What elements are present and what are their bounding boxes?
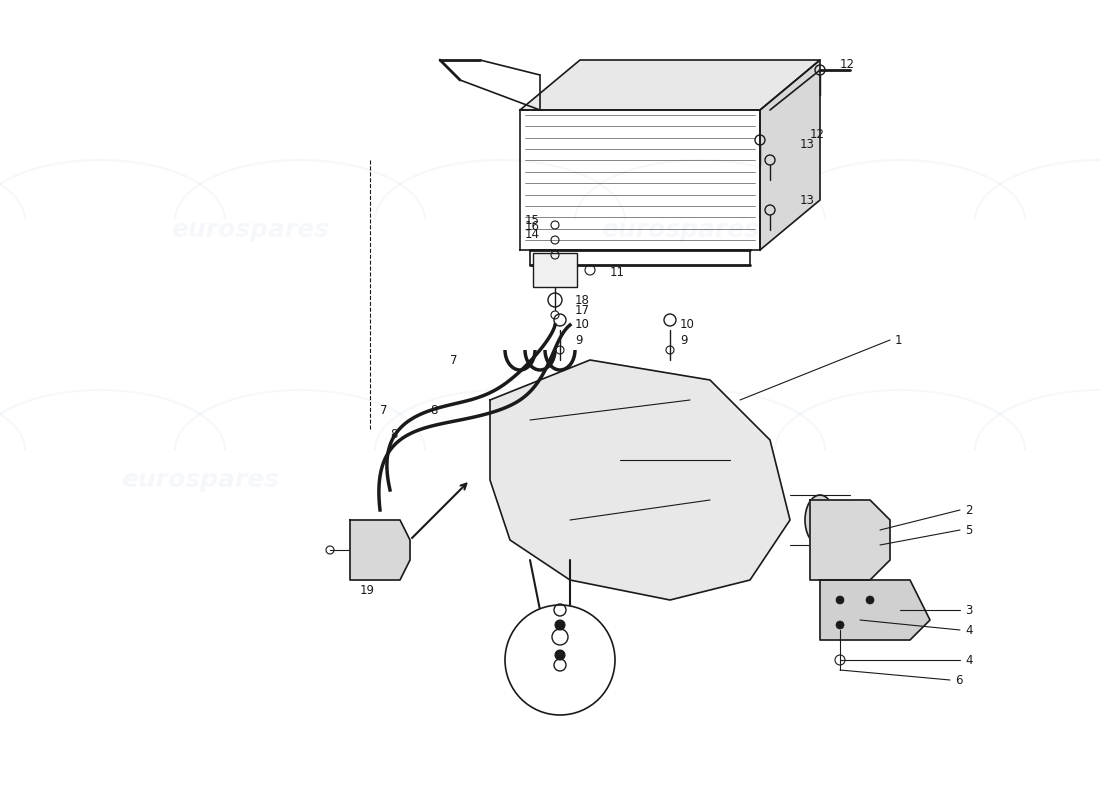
- Text: eurospares: eurospares: [121, 468, 279, 492]
- FancyBboxPatch shape: [534, 253, 578, 287]
- Circle shape: [836, 621, 844, 629]
- Circle shape: [866, 596, 874, 604]
- Text: 5: 5: [965, 523, 972, 537]
- Text: 18: 18: [575, 294, 590, 306]
- Text: 10: 10: [575, 658, 590, 671]
- Text: 17: 17: [575, 303, 590, 317]
- Text: 10: 10: [575, 318, 590, 331]
- Text: 1: 1: [895, 334, 902, 346]
- Text: eurospares: eurospares: [170, 218, 329, 242]
- Text: 3: 3: [965, 603, 972, 617]
- Circle shape: [556, 650, 565, 660]
- Text: 9: 9: [680, 334, 688, 346]
- Text: 4: 4: [965, 623, 972, 637]
- Text: 8: 8: [430, 403, 438, 417]
- Text: 11: 11: [610, 266, 625, 278]
- Text: 6: 6: [955, 674, 962, 686]
- Circle shape: [556, 620, 565, 630]
- Text: 4: 4: [965, 654, 972, 666]
- Text: 13: 13: [800, 138, 815, 151]
- Circle shape: [505, 605, 615, 715]
- Polygon shape: [520, 60, 820, 110]
- Text: 7: 7: [379, 403, 387, 417]
- Text: 9: 9: [575, 643, 583, 657]
- Text: 2: 2: [965, 503, 972, 517]
- Text: 9: 9: [575, 334, 583, 346]
- Text: eurospares: eurospares: [571, 468, 729, 492]
- Polygon shape: [490, 360, 790, 600]
- Text: 16: 16: [525, 221, 540, 234]
- Polygon shape: [760, 60, 820, 250]
- Ellipse shape: [805, 495, 835, 545]
- Text: 15: 15: [525, 214, 540, 226]
- Text: 12: 12: [810, 129, 825, 142]
- Text: 19: 19: [360, 583, 375, 597]
- Text: 8: 8: [390, 429, 397, 442]
- Text: 13: 13: [800, 194, 815, 206]
- Circle shape: [836, 596, 844, 604]
- Polygon shape: [350, 520, 410, 580]
- Text: 10: 10: [680, 318, 695, 331]
- Text: 12: 12: [840, 58, 855, 71]
- Text: 14: 14: [525, 229, 540, 242]
- Polygon shape: [820, 580, 930, 640]
- Text: eurospares: eurospares: [601, 218, 759, 242]
- Text: 7: 7: [450, 354, 458, 366]
- Polygon shape: [810, 500, 890, 580]
